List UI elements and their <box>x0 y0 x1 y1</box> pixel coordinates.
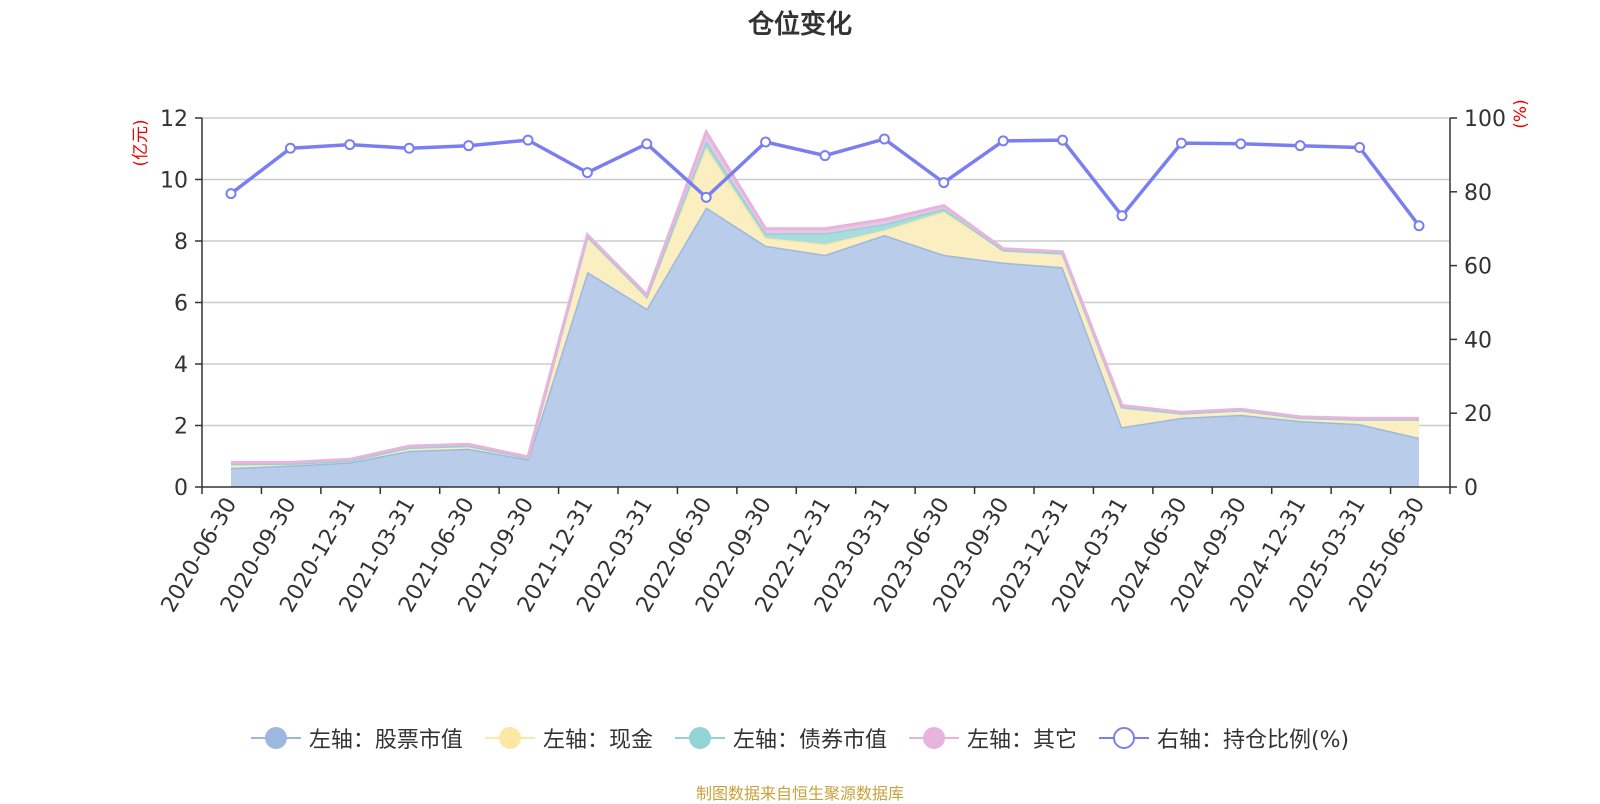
legend-label-other: 左轴：其它 <box>966 728 1077 753</box>
y-left-tick-label: 10 <box>160 169 188 194</box>
ratio-point <box>581 167 593 179</box>
legend-item-stock[interactable]: 左轴：股票市值 <box>250 722 463 754</box>
ratio-point <box>1235 138 1247 150</box>
ratio-point <box>225 188 237 200</box>
legend-label-bond: 左轴：债券市值 <box>732 728 887 753</box>
legend-item-cash[interactable]: 左轴：现金 <box>484 722 653 754</box>
legend-label-cash: 左轴：现金 <box>542 728 653 753</box>
ratio-point <box>878 133 890 145</box>
ratio-point <box>760 136 772 148</box>
axes <box>195 117 1457 494</box>
legend-swatch-ratio-icon <box>1098 724 1149 752</box>
ratio-point <box>1294 140 1306 152</box>
y-right-unit: (%) <box>1511 99 1531 128</box>
legend-swatch-stock-icon <box>250 724 301 752</box>
ratio-point <box>463 140 475 152</box>
ratio-point <box>1116 210 1128 222</box>
area-左轴：股票市值 <box>231 207 1419 487</box>
y-right-tick-label: 0 <box>1464 476 1478 501</box>
ratio-point <box>641 138 653 150</box>
stacked-areas <box>230 128 1420 487</box>
y-left-unit: (亿元) <box>131 119 151 166</box>
ratio-point <box>938 177 950 189</box>
legend-label-ratio: 右轴：持仓比例(%) <box>1156 728 1350 753</box>
ratio-point <box>1413 220 1425 232</box>
legend-swatch-cash-icon <box>484 724 535 752</box>
ratio-point <box>403 142 415 154</box>
y-left-tick-label: 0 <box>174 476 188 501</box>
source-note: 制图数据来自恒生聚源数据库 <box>695 784 904 803</box>
y-right-tick-label: 40 <box>1464 328 1492 353</box>
legend-label-stock: 左轴：股票市值 <box>308 728 463 753</box>
y-right-tick-label: 100 <box>1464 107 1506 132</box>
ratio-point <box>1354 142 1366 154</box>
ratio-point <box>997 135 1009 147</box>
area-edge-左轴：其它 <box>231 128 1419 464</box>
ratio-point <box>1175 137 1187 149</box>
y-right-tick-label: 80 <box>1464 181 1492 206</box>
ratio-point <box>522 134 534 146</box>
ratio-point <box>344 139 356 151</box>
y-left-tick-label: 6 <box>174 292 188 317</box>
y-left-tick-label: 12 <box>160 107 188 132</box>
ratio-point <box>819 150 831 162</box>
y-left-tick-label: 4 <box>174 353 188 378</box>
y-right-tick-label: 60 <box>1464 255 1492 280</box>
ratio-point <box>284 142 296 154</box>
chart-title: 仓位变化 <box>747 10 852 40</box>
legend-item-other[interactable]: 左轴：其它 <box>908 722 1077 754</box>
y-right-tick-label: 20 <box>1464 402 1492 427</box>
y-left-tick-label: 2 <box>174 415 188 440</box>
legend-item-bond[interactable]: 左轴：债券市值 <box>674 722 887 754</box>
ratio-line <box>225 133 1425 232</box>
legend-swatch-other-icon <box>908 724 959 752</box>
ratio-point <box>700 191 712 203</box>
legend-item-ratio[interactable]: 右轴：持仓比例(%) <box>1098 722 1350 754</box>
legend: 左轴：股票市值 左轴：现金 左轴：债券市值 左轴：其它 右轴：持仓比例(%) <box>0 722 1600 754</box>
legend-swatch-bond-icon <box>674 724 725 752</box>
y-left-tick-label: 8 <box>174 230 188 255</box>
ratio-point <box>1057 134 1069 146</box>
